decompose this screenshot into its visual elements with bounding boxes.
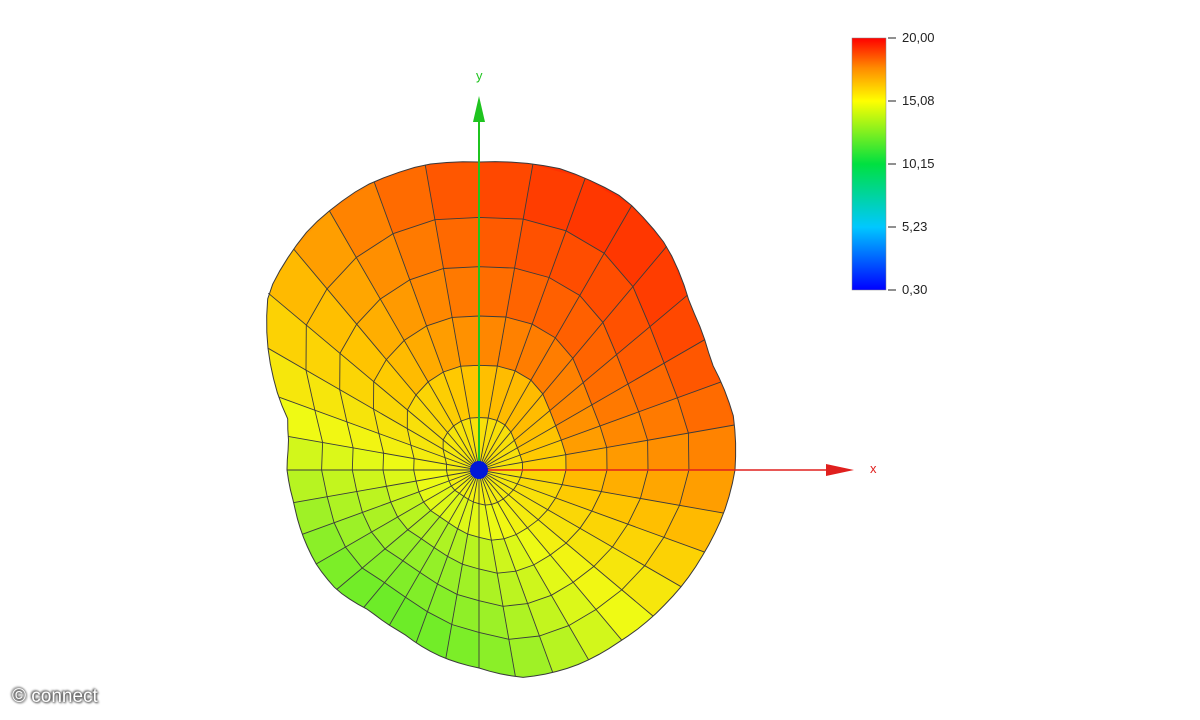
y-axis: y (473, 68, 485, 470)
pattern-outline (266, 161, 737, 678)
mesh-ring (442, 417, 523, 506)
color-scale-tick-label: 0,30 (902, 282, 927, 297)
surface-cell (733, 422, 736, 471)
mesh-ring (406, 364, 567, 541)
x-axis: x (479, 461, 877, 476)
surface-cell (422, 161, 480, 166)
y-axis-arrow-icon (473, 96, 485, 122)
color-scale-tick-label: 5,23 (902, 219, 927, 234)
color-scale-legend: 20,00 15,08 10,15 5,23 0,30 (851, 30, 935, 297)
color-scale-tick-label: 20,00 (902, 30, 935, 45)
mesh-ring (339, 266, 649, 607)
surface-cell (276, 434, 289, 471)
origin-marker (470, 461, 488, 479)
radiation-pattern-surface (266, 161, 737, 678)
mesh-ring (373, 315, 608, 574)
x-axis-arrow-icon (826, 464, 854, 476)
surface-cell (266, 283, 269, 349)
color-scale-tick-label: 10,15 (902, 156, 935, 171)
color-scale-bar (851, 37, 887, 291)
y-axis-label: y (476, 68, 483, 83)
x-axis-label: x (870, 461, 877, 476)
color-scale-tick-label: 15,08 (902, 93, 935, 108)
copyright-watermark: © connect (12, 686, 98, 707)
surface-cell (478, 161, 537, 165)
mesh-ring (305, 216, 690, 640)
